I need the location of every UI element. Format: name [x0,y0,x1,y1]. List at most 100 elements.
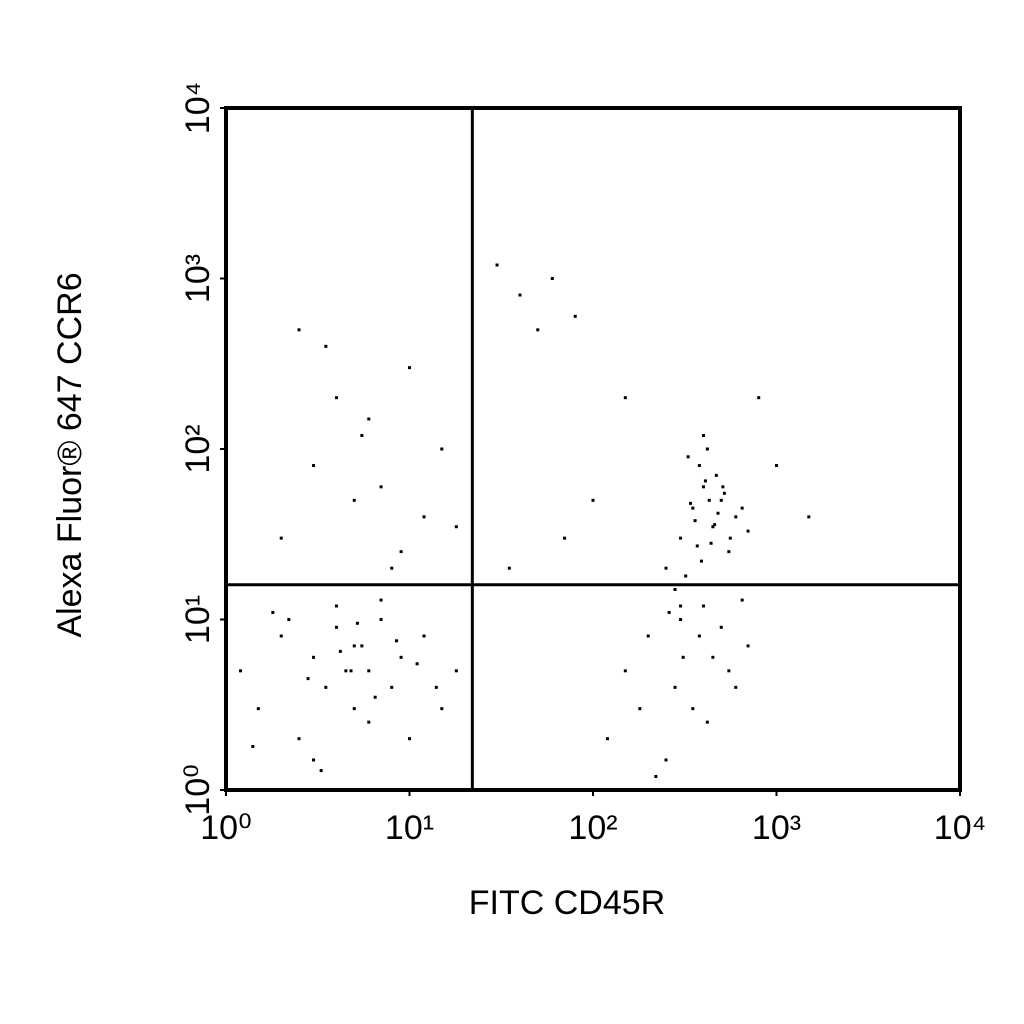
dot [623,396,627,400]
dot [422,634,426,638]
y-tick-label: 10³ [179,254,217,303]
plot-frame [224,106,962,792]
x-tick-label: 10⁰ [200,809,251,847]
dot [654,774,658,778]
dot [306,677,310,681]
dot [673,685,677,689]
dot [395,639,399,643]
y-tick-label: 10¹ [179,595,217,644]
dot [355,621,359,625]
dot [379,485,383,489]
dot [360,433,364,437]
dot [691,707,695,711]
dot [695,544,699,548]
dot [740,506,744,510]
dot [705,720,709,724]
dot [297,328,301,332]
dot [573,314,577,318]
dot [623,669,627,673]
x-tick-label: 10² [568,809,617,847]
dot [746,529,750,533]
dot [722,491,726,495]
dot [434,685,438,689]
dot [338,649,342,653]
dot [399,550,403,554]
dot [367,669,371,673]
dot [673,587,677,591]
dot [279,536,283,540]
dot [390,566,394,570]
dot [379,598,383,602]
dot [684,574,688,578]
dot [681,655,685,659]
y-tick-label: 10⁴ [179,82,217,134]
dot [312,655,316,659]
dot [664,566,668,570]
dot [638,707,642,711]
dot [757,396,761,400]
dot [408,737,411,741]
dot [807,515,811,519]
dot [697,634,701,638]
y-tick-label: 10⁰ [179,764,217,815]
x-tick-label: 10³ [752,809,801,847]
dot [709,541,713,545]
dot [734,515,738,519]
x-axis-label: FITC CD45R [469,884,665,922]
dot [701,604,705,608]
dot [319,769,323,773]
dot [701,485,705,489]
dot [703,479,707,483]
dot [312,758,316,762]
dot [679,618,683,621]
dot [334,396,338,400]
dot [550,277,554,280]
dot [440,447,444,451]
dot [360,644,364,648]
dot [251,744,255,748]
dot [334,604,338,608]
dot [312,464,316,468]
dot [719,625,723,629]
dot [716,511,720,515]
dot [606,737,610,741]
dot [707,498,711,502]
dot [591,498,595,502]
dot [495,263,499,267]
dot [349,669,353,673]
dot [563,536,567,540]
dot [454,525,458,529]
dot [297,737,301,741]
dot [367,720,371,724]
dot [727,550,731,554]
dot [279,634,283,638]
x-tick-label: 10¹ [385,809,434,847]
y-tick-label: 10² [179,424,217,473]
dot [440,707,444,711]
dot [367,417,371,421]
dot [691,506,695,510]
dot [721,485,725,489]
dot [689,501,693,505]
dot [734,685,738,689]
dot [701,433,705,437]
dot [693,519,697,523]
dot [507,566,511,570]
dot [536,328,540,332]
dot [399,655,403,659]
dot [352,707,356,711]
dot [775,464,778,468]
dot [256,707,260,711]
dot [454,669,458,673]
dot [422,515,426,519]
dot [686,455,690,459]
dot [373,695,377,699]
dot [713,523,717,527]
dot [746,644,750,648]
dot [699,559,703,563]
x-tick-label: 10⁴ [934,809,986,847]
dot [271,610,275,614]
dot [646,634,650,638]
dot [324,344,328,348]
